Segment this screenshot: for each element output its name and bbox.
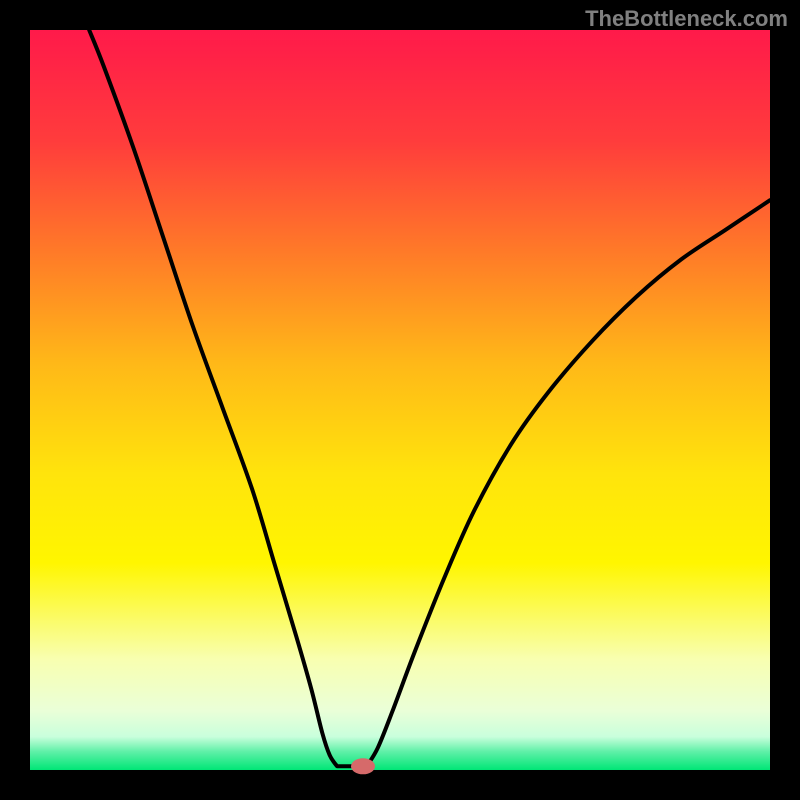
bottleneck-chart-svg [0, 0, 800, 800]
optimum-marker [351, 758, 375, 774]
chart-container: TheBottleneck.com [0, 0, 800, 800]
chart-background [30, 30, 770, 770]
watermark-text: TheBottleneck.com [585, 6, 788, 32]
